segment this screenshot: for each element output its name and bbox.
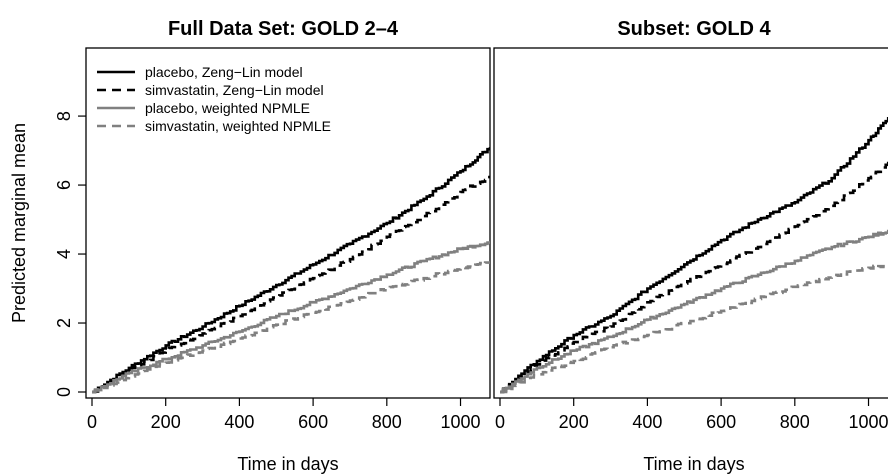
series-line-3	[92, 261, 490, 394]
series-line-1	[92, 175, 490, 394]
panel-subset-gold4: Subset: GOLD 4 0 200 400 600 800 1000 Time in…	[493, 18, 888, 474]
y-axis: 0 2 4 6 8	[54, 111, 86, 397]
x-tick-label: 800	[372, 412, 402, 432]
legend-entry: placebo, weighted NPMLE	[145, 100, 310, 116]
series-line-0	[92, 147, 490, 394]
legend-entry: simvastatin, weighted NPMLE	[145, 118, 331, 134]
y-tick-label: 6	[54, 180, 74, 190]
series-line-1	[500, 161, 888, 394]
plot-frame	[493, 47, 888, 399]
x-tick-label: 600	[298, 412, 328, 432]
x-axis-label: Time in days	[237, 454, 338, 474]
x-tick-label: 0	[495, 412, 505, 432]
legend-entry: placebo, Zeng−Lin model	[145, 64, 303, 80]
x-tick-label: 600	[706, 412, 736, 432]
x-tick-label: 1000	[848, 412, 888, 432]
x-tick-label: 400	[224, 412, 254, 432]
x-tick-label: 1000	[440, 412, 480, 432]
x-axis: 0 200 400 600 800 1000	[495, 398, 888, 432]
y-tick-label: 8	[54, 111, 74, 121]
series-line-3	[500, 262, 888, 394]
series-line-0	[500, 117, 888, 394]
plot-frame	[85, 47, 491, 399]
legend-entry: simvastatin, Zeng−Lin model	[145, 82, 324, 98]
x-tick-label: 800	[780, 412, 810, 432]
y-axis-label: Predicted marginal mean	[9, 123, 29, 323]
series-line-2	[92, 241, 490, 394]
series-line-2	[500, 229, 888, 394]
panel-full-data-set: Full Data Set: GOLD 2–4 0 200 400 600 800 100…	[9, 18, 491, 474]
y-tick-label: 0	[54, 387, 74, 397]
x-tick-label: 200	[559, 412, 589, 432]
y-tick-label: 4	[54, 249, 74, 259]
y-tick-label: 2	[54, 318, 74, 328]
x-axis-label: Time in days	[643, 454, 744, 474]
panel-title: Subset: GOLD 4	[617, 18, 771, 40]
x-tick-label: 400	[632, 412, 662, 432]
x-tick-label: 0	[87, 412, 97, 432]
series-layer	[92, 147, 490, 394]
panel-title: Full Data Set: GOLD 2–4	[168, 18, 399, 40]
legend: placebo, Zeng−Lin model simvastatin, Zeng…	[97, 64, 331, 134]
x-axis: 0 200 400 600 800 1000	[87, 398, 481, 432]
series-layer	[500, 117, 888, 394]
x-tick-label: 200	[151, 412, 181, 432]
